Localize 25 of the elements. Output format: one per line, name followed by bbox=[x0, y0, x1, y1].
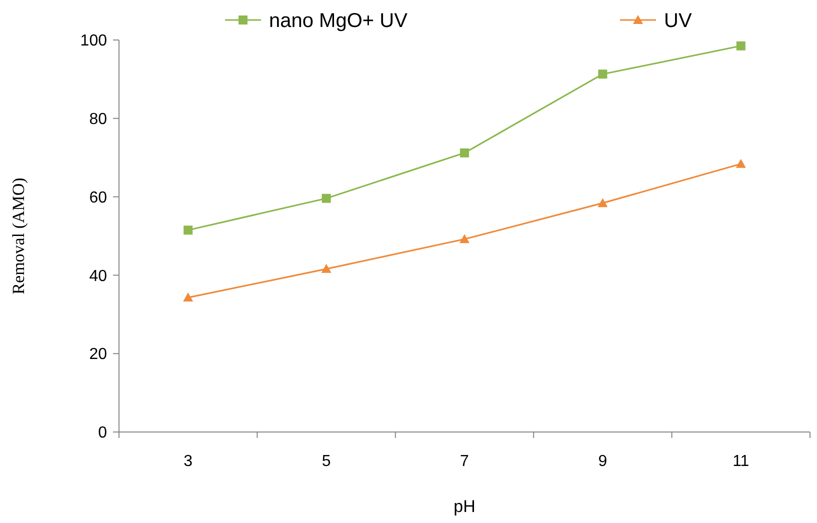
y-tick-label: 80 bbox=[89, 111, 108, 128]
x-axis-title: pH bbox=[454, 497, 476, 516]
x-tick-label: 3 bbox=[184, 453, 193, 470]
x-tick-label: 9 bbox=[598, 453, 608, 470]
legend-label: UV bbox=[664, 10, 692, 32]
point bbox=[321, 264, 332, 273]
y-tick-label: 100 bbox=[80, 32, 108, 50]
y-tick-label: 20 bbox=[89, 346, 108, 364]
x-tick-label: 11 bbox=[732, 453, 750, 470]
x-tick-label: 7 bbox=[460, 453, 470, 470]
point bbox=[736, 158, 746, 168]
legend-label: nano MgO+ UV bbox=[269, 10, 408, 32]
y-tick-label: 60 bbox=[89, 189, 108, 206]
point bbox=[460, 234, 470, 244]
y-axis-title: Removal (AMO) bbox=[9, 178, 28, 294]
point bbox=[598, 70, 608, 79]
point bbox=[460, 148, 469, 158]
y-tick-label: 40 bbox=[89, 268, 108, 285]
point bbox=[183, 292, 194, 302]
point bbox=[736, 41, 746, 50]
y-tick-label: 0 bbox=[98, 424, 108, 442]
point bbox=[322, 194, 331, 203]
x-tick-label: 5 bbox=[322, 453, 331, 470]
point bbox=[598, 198, 608, 208]
point bbox=[184, 226, 193, 235]
